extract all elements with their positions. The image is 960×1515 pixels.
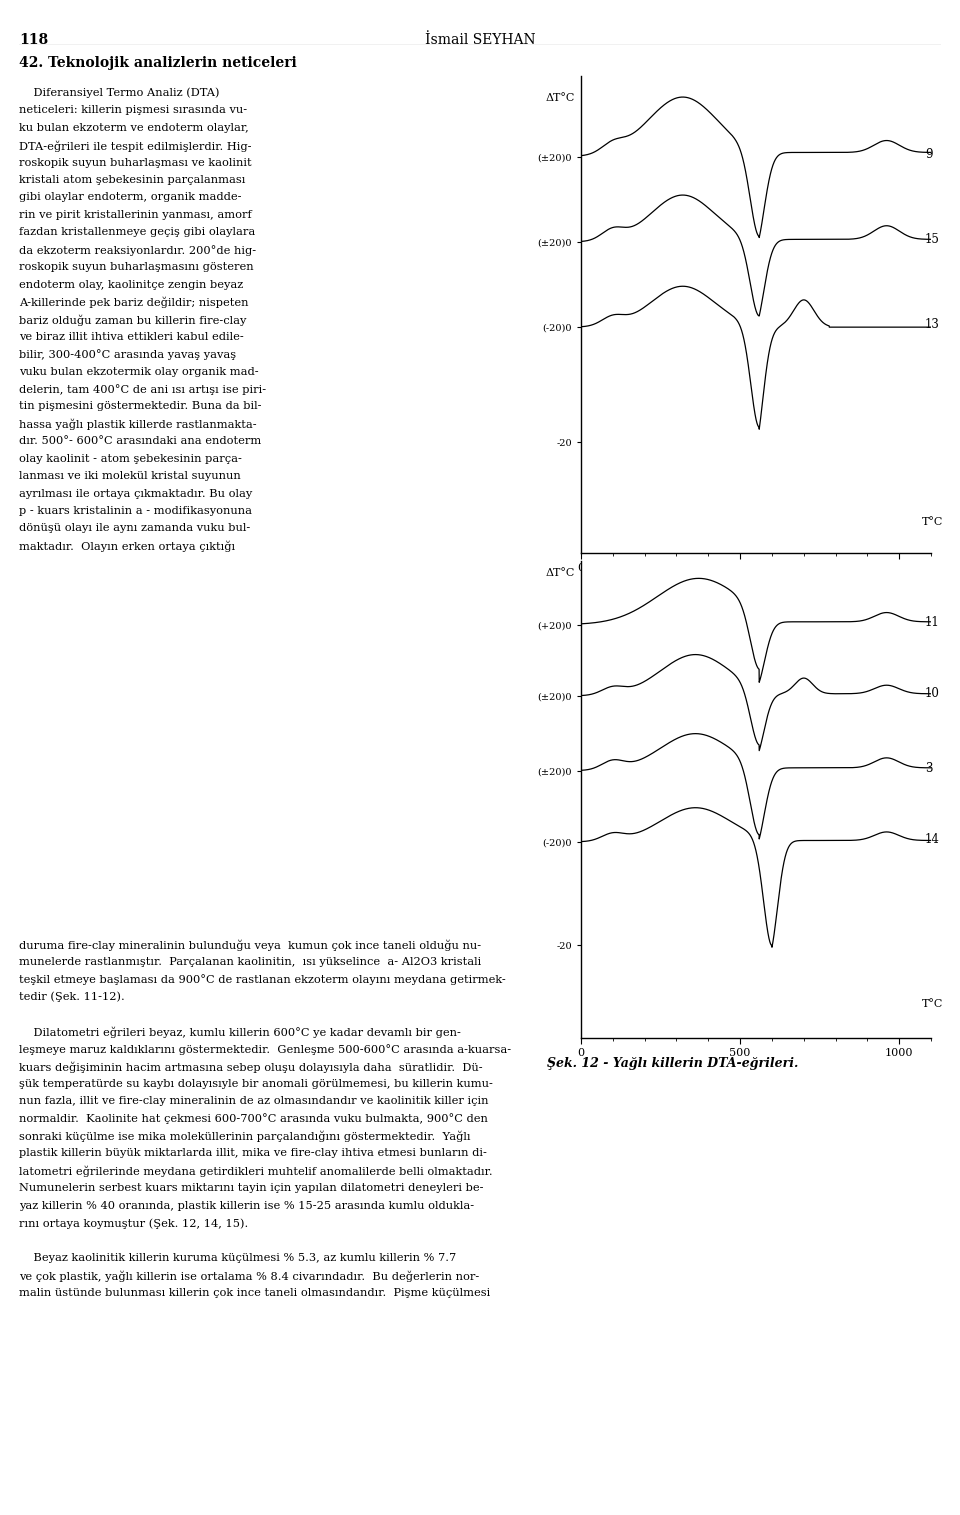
Text: 9: 9: [924, 147, 932, 161]
Text: 3: 3: [924, 762, 932, 776]
Text: gibi olaylar endoterm, organik madde-: gibi olaylar endoterm, organik madde-: [19, 192, 242, 203]
Text: ayrılması ile ortaya çıkmaktadır. Bu olay: ayrılması ile ortaya çıkmaktadır. Bu ola…: [19, 488, 252, 498]
Text: rını ortaya koymuştur (Şek. 12, 14, 15).: rını ortaya koymuştur (Şek. 12, 14, 15).: [19, 1218, 249, 1229]
Text: delerin, tam 400°C de ani ısı artışı ise piri-: delerin, tam 400°C de ani ısı artışı ise…: [19, 383, 266, 395]
Text: 15: 15: [924, 233, 940, 245]
Text: kuars değişiminin hacim artmasına sebep oluşu dolayısıyla daha  süratlidir.  Dü-: kuars değişiminin hacim artmasına sebep …: [19, 1060, 483, 1073]
Text: munelerde rastlanmıştır.  Parçalanan kaolinitin,  ısı yükselince  a- Al2O3 krist: munelerde rastlanmıştır. Parçalanan kaol…: [19, 957, 482, 967]
Text: teşkil etmeye başlaması da 900°C de rastlanan ekzoterm olayını meydana getirmek-: teşkil etmeye başlaması da 900°C de rast…: [19, 974, 506, 985]
Text: T°C: T°C: [922, 1000, 943, 1009]
Text: bariz olduğu zaman bu killerin fire-clay: bariz olduğu zaman bu killerin fire-clay: [19, 314, 247, 326]
Text: lanması ve iki molekül kristal suyunun: lanması ve iki molekül kristal suyunun: [19, 471, 241, 482]
Text: fazdan kristallenmeye geçiş gibi olaylara: fazdan kristallenmeye geçiş gibi olaylar…: [19, 227, 255, 238]
Text: latometri eğrilerinde meydana getirdikleri muhtelif anomalilerde belli olmaktadı: latometri eğrilerinde meydana getirdikle…: [19, 1167, 492, 1177]
Text: leşmeye maruz kaldıklarını göstermektedir.  Genleşme 500-600°C arasında a-kuarsa: leşmeye maruz kaldıklarını göstermektedi…: [19, 1044, 512, 1054]
Text: Numunelerin serbest kuars miktarını tayin için yapılan dilatometri deneyleri be-: Numunelerin serbest kuars miktarını tayi…: [19, 1183, 484, 1194]
Text: Diferansiyel Termo Analiz (DTA): Diferansiyel Termo Analiz (DTA): [19, 88, 220, 98]
Text: Beyaz kaolinitik killerin kuruma küçülmesi % 5.3, az kumlu killerin % 7.7: Beyaz kaolinitik killerin kuruma küçülme…: [19, 1253, 456, 1264]
Text: İsmail SEYHAN: İsmail SEYHAN: [424, 33, 536, 47]
Text: tedir (Şek. 11-12).: tedir (Şek. 11-12).: [19, 991, 125, 1001]
Text: malin üstünde bulunması killerin çok ince taneli olmasındandır.  Pişme küçülmesi: malin üstünde bulunması killerin çok inc…: [19, 1288, 491, 1298]
Text: ku bulan ekzoterm ve endoterm olaylar,: ku bulan ekzoterm ve endoterm olaylar,: [19, 123, 249, 133]
Text: olay kaolinit - atom şebekesinin parça-: olay kaolinit - atom şebekesinin parça-: [19, 454, 242, 464]
Text: dır. 500°- 600°C arasındaki ana endoterm: dır. 500°- 600°C arasındaki ana endoterm: [19, 436, 261, 447]
Text: da ekzoterm reaksiyonlardır. 200°de hig-: da ekzoterm reaksiyonlardır. 200°de hig-: [19, 245, 256, 256]
Text: plastik killerin büyük miktarlarda illit, mika ve fire-clay ihtiva etmesi bunlar: plastik killerin büyük miktarlarda illit…: [19, 1148, 487, 1159]
Text: maktadır.  Olayın erken ortaya çıktığı: maktadır. Olayın erken ortaya çıktığı: [19, 541, 235, 553]
Text: roskopik suyun buharlaşmasını gösteren: roskopik suyun buharlaşmasını gösteren: [19, 262, 253, 273]
Text: vuku bulan ekzotermik olay organik mad-: vuku bulan ekzotermik olay organik mad-: [19, 367, 259, 377]
Text: ΔT°C: ΔT°C: [546, 92, 575, 103]
Text: ve çok plastik, yağlı killerin ise ortalama % 8.4 civarındadır.  Bu değerlerin n: ve çok plastik, yağlı killerin ise ortal…: [19, 1270, 479, 1282]
Text: rin ve pirit kristallerinin yanması, amorf: rin ve pirit kristallerinin yanması, amo…: [19, 211, 252, 220]
Text: roskopik suyun buharlaşması ve kaolinit: roskopik suyun buharlaşması ve kaolinit: [19, 158, 252, 168]
Text: A-killerinde pek bariz değildir; nispeten: A-killerinde pek bariz değildir; nispete…: [19, 297, 249, 309]
Text: Şek. 12 - Yağlı killerin DTA-eğrileri.: Şek. 12 - Yağlı killerin DTA-eğrileri.: [547, 1057, 799, 1071]
Text: nun fazla, illit ve fire-clay mineralinin de az olmasındandır ve kaolinitik kill: nun fazla, illit ve fire-clay mineralini…: [19, 1097, 489, 1106]
Text: hassa yağlı plastik killerde rastlanmakta-: hassa yağlı plastik killerde rastlanmakt…: [19, 418, 257, 430]
Text: tin pişmesini göstermektedir. Buna da bil-: tin pişmesini göstermektedir. Buna da bi…: [19, 401, 262, 412]
Text: duruma fire-clay mineralinin bulunduğu veya  kumun çok ince taneli olduğu nu-: duruma fire-clay mineralinin bulunduğu v…: [19, 939, 481, 951]
Text: endoterm olay, kaolinitçe zengin beyaz: endoterm olay, kaolinitçe zengin beyaz: [19, 280, 244, 289]
Text: DTA-eğrileri ile tespit edilmişlerdir. Hig-: DTA-eğrileri ile tespit edilmişlerdir. H…: [19, 141, 252, 152]
Text: sonraki küçülme ise mika moleküllerinin parçalandığını göstermektedir.  Yağlı: sonraki küçülme ise mika moleküllerinin …: [19, 1130, 470, 1142]
Text: neticeleri: killerin pişmesi sırasında vu-: neticeleri: killerin pişmesi sırasında v…: [19, 106, 248, 115]
Text: 11: 11: [924, 617, 940, 629]
Text: 118: 118: [19, 33, 48, 47]
Text: 10: 10: [924, 688, 940, 700]
Text: T°C: T°C: [922, 518, 943, 527]
Text: p - kuars kristalinin a - modifikasyonuna: p - kuars kristalinin a - modifikasyonun…: [19, 506, 252, 517]
Text: normaldir.  Kaolinite hat çekmesi 600-700°C arasında vuku bulmakta, 900°C den: normaldir. Kaolinite hat çekmesi 600-700…: [19, 1114, 488, 1124]
Text: şük temperatürde su kaybı dolayısıyle bir anomali görülmemesi, bu killerin kumu-: şük temperatürde su kaybı dolayısıyle bi…: [19, 1079, 493, 1089]
Text: kristali atom şebekesinin parçalanması: kristali atom şebekesinin parçalanması: [19, 176, 246, 185]
Text: 14: 14: [924, 833, 940, 847]
Text: yaz killerin % 40 oranında, plastik killerin ise % 15-25 arasında kumlu oldukla-: yaz killerin % 40 oranında, plastik kill…: [19, 1200, 474, 1210]
Text: dönüşü olayı ile aynı zamanda vuku bul-: dönüşü olayı ile aynı zamanda vuku bul-: [19, 524, 251, 533]
Text: ve biraz illit ihtiva ettikleri kabul edile-: ve biraz illit ihtiva ettikleri kabul ed…: [19, 332, 244, 342]
Text: bilir, 300-400°C arasında yavaş yavaş: bilir, 300-400°C arasında yavaş yavaş: [19, 348, 236, 361]
Text: 13: 13: [924, 318, 940, 332]
Text: ΔT°C: ΔT°C: [546, 568, 575, 577]
Text: Dilatometri eğrileri beyaz, kumlu killerin 600°C ye kadar devamlı bir gen-: Dilatometri eğrileri beyaz, kumlu killer…: [19, 1027, 461, 1038]
Text: 42. Teknolojik analizlerin neticeleri: 42. Teknolojik analizlerin neticeleri: [19, 56, 297, 70]
